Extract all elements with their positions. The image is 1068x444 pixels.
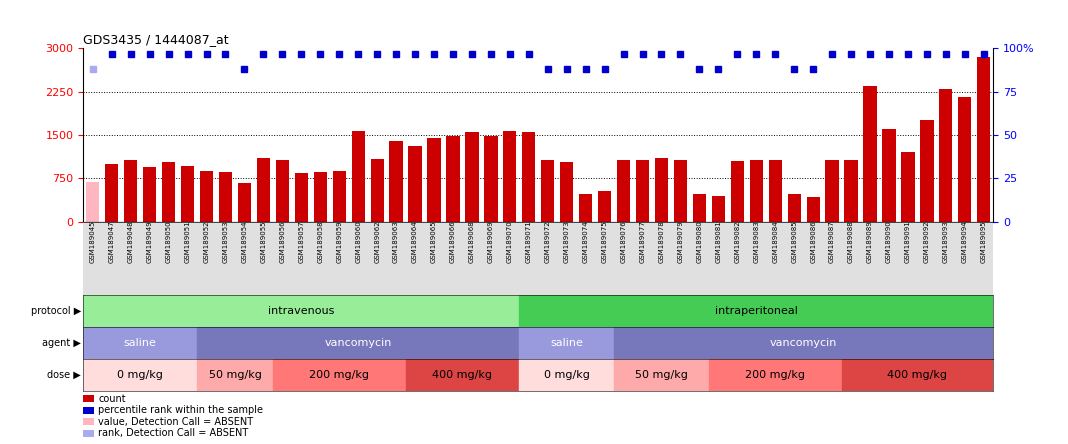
Bar [314,172,327,222]
Bar [863,87,877,222]
Text: saline: saline [550,338,583,348]
Bar [83,295,519,327]
Bar [332,171,346,222]
Bar [484,135,498,222]
Bar [105,164,119,222]
Text: 400 mg/kg: 400 mg/kg [433,370,492,380]
Bar [614,359,709,391]
Text: 200 mg/kg: 200 mg/kg [745,370,805,380]
Bar [87,182,99,222]
Bar [408,146,422,222]
Bar [295,173,308,222]
Text: agent ▶: agent ▶ [43,338,81,348]
Bar [845,160,858,222]
Bar [200,171,214,222]
Bar [256,158,270,222]
Bar [709,359,842,391]
Bar [503,131,517,222]
Bar [466,132,478,222]
Text: intraperitoneal: intraperitoneal [714,306,798,316]
Bar [406,359,519,391]
Bar [197,359,273,391]
Bar [787,194,801,222]
Bar [541,160,554,222]
Bar [197,327,519,359]
Text: 0 mg/kg: 0 mg/kg [544,370,590,380]
Bar [560,163,574,222]
Text: intravenous: intravenous [268,306,334,316]
Bar [826,159,838,222]
Bar [655,158,669,222]
Bar [143,167,156,222]
Bar [519,295,993,327]
Bar [238,183,251,222]
Bar [180,166,194,222]
Bar [921,120,933,222]
Bar [731,161,744,222]
Bar [371,159,383,222]
Bar [446,136,459,222]
Bar [598,190,611,222]
Text: 200 mg/kg: 200 mg/kg [310,370,370,380]
Bar [635,159,649,222]
Bar [351,131,365,222]
Bar [519,359,614,391]
Bar [579,194,593,222]
Bar [842,359,993,391]
Bar [674,160,687,222]
Bar [711,196,725,222]
Bar [83,359,197,391]
Bar [939,89,953,222]
Text: count: count [98,394,126,404]
Bar [769,160,782,222]
Text: vancomycin: vancomycin [325,338,392,348]
Bar [276,159,289,222]
Text: dose ▶: dose ▶ [47,370,81,380]
Bar [614,327,993,359]
Bar [427,138,441,222]
Bar [124,160,138,222]
Bar [958,97,972,222]
Bar [83,327,197,359]
Bar [977,57,990,222]
Bar [693,194,706,222]
Text: value, Detection Call = ABSENT: value, Detection Call = ABSENT [98,417,253,427]
Bar [882,129,896,222]
Text: percentile rank within the sample: percentile rank within the sample [98,405,263,415]
Bar [162,162,175,222]
Text: saline: saline [124,338,157,348]
Text: vancomycin: vancomycin [770,338,837,348]
Bar [617,160,630,222]
Bar [750,160,763,222]
Text: 50 mg/kg: 50 mg/kg [635,370,688,380]
Text: rank, Detection Call = ABSENT: rank, Detection Call = ABSENT [98,428,249,438]
Bar [219,173,232,222]
Bar [519,327,614,359]
Text: protocol ▶: protocol ▶ [31,306,81,316]
Bar [901,152,914,222]
Bar [806,197,820,222]
Text: GDS3435 / 1444087_at: GDS3435 / 1444087_at [83,33,229,46]
Text: 400 mg/kg: 400 mg/kg [888,370,947,380]
Bar [273,359,406,391]
Text: 0 mg/kg: 0 mg/kg [117,370,163,380]
Text: 50 mg/kg: 50 mg/kg [208,370,262,380]
Bar [522,132,535,222]
Bar [390,141,403,222]
